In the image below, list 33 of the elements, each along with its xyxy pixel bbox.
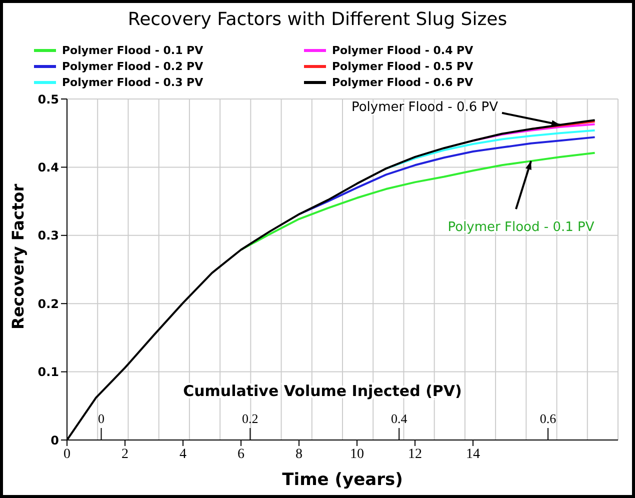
- x-tick-label: 4: [180, 446, 186, 462]
- legend-label: Polymer Flood - 0.5 PV: [332, 60, 474, 72]
- legend-label: Polymer Flood - 0.1 PV: [62, 44, 204, 56]
- x-tick-label: 12: [408, 446, 422, 462]
- y-tick-label: 0.4: [38, 160, 59, 174]
- annotation: Polymer Flood - 0.6 PV: [351, 100, 498, 115]
- y-tick-label: 0.5: [38, 92, 59, 106]
- x-tick-label: 14: [466, 446, 480, 462]
- x2-tick-label: 0.2: [242, 411, 258, 426]
- annotation: Polymer Flood - 0.1 PV: [448, 220, 594, 236]
- y-tick-label: 0: [50, 433, 59, 448]
- x-tick-label: 10: [350, 446, 364, 462]
- x2-axis-title: Cumulative Volume Injected (PV): [183, 382, 462, 400]
- line-series: [472, 123, 596, 142]
- x2-tick-label: 0.6: [540, 411, 557, 426]
- y-tick-label: 0.3: [38, 228, 59, 243]
- legend-label: Polymer Flood - 0.2 PV: [62, 60, 204, 72]
- line-series: [385, 129, 596, 170]
- y-axis-title: Recovery Factor: [8, 184, 28, 330]
- x2-tick-label: 0.4: [390, 411, 408, 426]
- x-tick-label: 0: [64, 446, 70, 462]
- x2-tick-label: 0: [98, 411, 104, 426]
- legend-label: Polymer Flood - 0.6 PV: [332, 76, 474, 88]
- line-series: [298, 136, 596, 216]
- x-tick-label: 6: [238, 446, 244, 462]
- chart-title: Recovery Factors with Different Slug Sizes: [126, 9, 508, 30]
- y-tick-label: 0.1: [38, 365, 59, 380]
- x-tick-label: 2: [122, 446, 128, 462]
- x-tick-label: 8: [296, 446, 302, 462]
- legend-label: Polymer Flood - 0.4 PV: [332, 44, 474, 56]
- legend-label: Polymer Flood - 0.3 PV: [62, 76, 204, 88]
- y-tick-label: 0.2: [38, 296, 59, 311]
- x-axis-title: Time (years): [282, 470, 403, 490]
